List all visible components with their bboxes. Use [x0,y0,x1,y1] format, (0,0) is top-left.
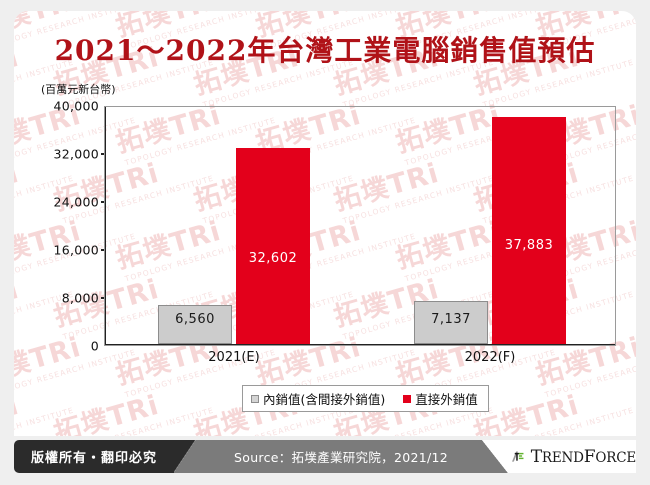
watermark-text: 拓墣TRi [14,273,23,334]
watermark-subtext: TOPOLOGY RESEARCH INSTITUTE [543,348,636,400]
bar-direct-export[interactable]: 37,883 [492,116,566,344]
page-title: 2021～2022年台灣工業電腦銷售值預估 [54,34,596,67]
legend-label-domestic: 內銷值(含間接外銷值) [263,392,386,407]
chart-plot-area: 0 8,000 16,000 24,000 32,000 40,000 6,560 32,60… [53,99,616,365]
brand-name: TRENDFORCE [531,447,636,467]
source-text: Source：拓墣產業研究院，2021/12 [234,450,448,465]
footer-slant-dark [174,440,196,473]
y-axis-tick-mark [101,201,106,203]
y-axis-tick-label: 0 [90,338,99,354]
bar-value-label: 6,560 [175,312,215,327]
watermark-text: 拓墣TRi [14,389,23,436]
brand-f: F [583,446,596,467]
watermark-subtext: TOPOLOGY RESEARCH INSTITUTE [61,405,216,436]
y-axis-tick-mark [101,297,106,299]
watermark-text: 拓墣TRi [14,157,23,218]
brand-orce: ORCE [595,449,636,466]
y-axis-tick-mark [101,153,106,155]
bar-domestic[interactable]: 7,137 [414,301,488,344]
watermark-subtext: TOPOLOGY RESEARCH INSTITUTE [14,405,76,436]
watermark-text: 拓墣TRi [50,389,163,436]
copyright-banner: 版權所有・翻印必究 [14,440,174,473]
bar-value-label: 32,602 [248,250,298,266]
y-axis-tick-label: 40,000 [53,98,99,114]
watermark-subtext: TOPOLOGY RESEARCH INSTITUTE [481,405,636,436]
y-axis-unit-label: (百萬元新台幣) [41,83,116,96]
x-axis-tick-label: 2021(E) [208,350,260,365]
legend-item-domestic[interactable]: 內銷值(含間接外銷值) [251,389,385,408]
copyright-text: 版權所有・翻印必究 [30,451,157,466]
brand-logo: TRENDFORCE [508,440,636,473]
legend-swatch-direct-export-icon [403,394,412,403]
brand-t: T [530,446,542,467]
chart-legend: 內銷值(含間接外銷值) 直接外銷值 [242,385,489,412]
y-axis-tick-mark [101,249,106,251]
watermark-subtext: TOPOLOGY RESEARCH INSTITUTE [14,347,138,400]
legend-swatch-domestic-icon [251,394,259,403]
brand-rend: REND [541,449,584,466]
slide-footer: 版權所有・翻印必究 Source：拓墣產業研究院，2021/12 TRENDFO… [14,440,636,473]
bar-value-label: 37,883 [504,238,554,254]
trendforce-mark-icon [512,450,524,462]
bar-value-label: 7,137 [431,312,471,327]
watermark-text: 拓墣TRi [14,331,85,392]
y-axis-tick-label: 32,000 [53,146,99,162]
y-axis-tick-label: 8,000 [61,290,99,306]
x-axis-tick-label: 2022(F) [464,350,516,365]
y-axis-tick-label: 16,000 [53,242,99,258]
legend-label-direct-export: 直接外銷值 [415,392,478,407]
y-axis-tick-label: 24,000 [53,194,99,210]
legend-item-direct-export[interactable]: 直接外銷值 [403,389,478,408]
source-banner: Source：拓墣產業研究院，2021/12 [196,440,486,473]
bar-direct-export[interactable]: 32,602 [236,148,310,344]
footer-slant-right [482,440,508,473]
bar-domestic[interactable]: 6,560 [158,304,232,344]
